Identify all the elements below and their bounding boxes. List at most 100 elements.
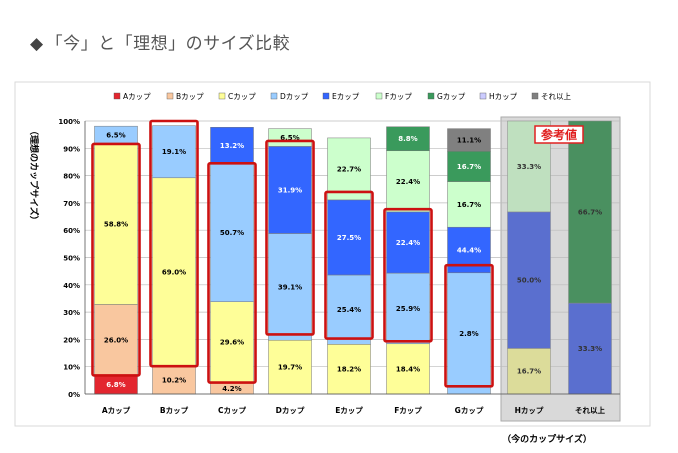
legend-swatch bbox=[375, 92, 383, 100]
y-tick-label: 90% bbox=[63, 145, 80, 153]
legend-swatch bbox=[427, 92, 435, 100]
legend-label: Dカップ bbox=[280, 92, 309, 101]
bar-segment bbox=[210, 127, 254, 164]
reference-bar-segment bbox=[568, 120, 612, 304]
legend-swatch bbox=[322, 92, 330, 100]
bar-segment bbox=[386, 126, 430, 152]
bar-segment bbox=[447, 151, 491, 182]
legend: Aカップ Bカップ Cカップ Dカップ Eカップ Fカップ Gカップ Hカップ それ以上 bbox=[113, 92, 571, 101]
axes: 0% 10% 20% 30% 40% 50% 60% 70% 80% 90% 100% Aカップ Bカッ… bbox=[58, 118, 620, 415]
x-tick-label: Gカップ bbox=[455, 405, 484, 415]
data-label: 69.0% bbox=[162, 268, 186, 276]
bar-segment bbox=[386, 211, 430, 274]
data-label: 39.1% bbox=[278, 283, 302, 291]
bar-segment bbox=[386, 150, 430, 213]
data-label: 26.0% bbox=[104, 336, 128, 344]
legend-swatch bbox=[113, 92, 121, 100]
legend-swatch bbox=[479, 92, 487, 100]
highlight-box bbox=[149, 119, 199, 368]
y-tick-label: 10% bbox=[63, 364, 80, 372]
y-tick-label: 80% bbox=[63, 173, 80, 181]
x-tick-label: Eカップ bbox=[335, 405, 363, 415]
reference-data-label: 33.3% bbox=[517, 163, 541, 171]
data-label: 58.8% bbox=[104, 221, 128, 229]
bar-segment bbox=[386, 343, 430, 395]
data-label: 19.7% bbox=[278, 364, 302, 372]
data-label: 19.1% bbox=[162, 148, 186, 156]
legend-label: Hカップ bbox=[489, 92, 518, 101]
y-tick-label: 50% bbox=[63, 255, 80, 263]
legend-label: Eカップ bbox=[332, 92, 360, 101]
y-tick-label: 60% bbox=[63, 227, 80, 235]
data-label: 16.7% bbox=[457, 201, 481, 209]
legend-label: Gカップ bbox=[437, 92, 466, 101]
reference-bar-segment bbox=[568, 302, 612, 395]
data-label: 10.2% bbox=[162, 377, 186, 385]
data-label: 6.5% bbox=[106, 132, 125, 140]
page-title: ◆ 「今」と「理想」のサイズ比較 bbox=[30, 29, 290, 54]
data-labels: 6.8% 26.0% 58.8% 6.5% 10.2% 69.0% 19.1% 4.2% 29.… bbox=[104, 132, 602, 393]
x-tick-label: Aカップ bbox=[102, 405, 131, 415]
y-tick-label: 20% bbox=[63, 336, 80, 344]
reference-data-label: 50.0% bbox=[517, 277, 541, 285]
x-tick-label: Bカップ bbox=[160, 405, 189, 415]
page-title-text: 「今」と「理想」のサイズ比較 bbox=[45, 34, 291, 54]
x-tick-label: Hカップ bbox=[515, 405, 544, 415]
data-label: 18.4% bbox=[396, 365, 420, 373]
reference-badge: 参考値 bbox=[534, 125, 584, 144]
data-label: 8.8% bbox=[398, 135, 417, 143]
legend-label: Bカップ bbox=[176, 92, 204, 101]
reference-bar-segment bbox=[507, 348, 551, 395]
highlight-box bbox=[383, 207, 433, 343]
y-tick-label: 40% bbox=[63, 282, 80, 290]
bar-segment bbox=[327, 199, 371, 276]
highlight-box bbox=[91, 142, 141, 377]
x-axis-label: （今のカップサイズ） bbox=[502, 433, 592, 445]
highlight-box bbox=[265, 139, 315, 336]
data-label: 25.9% bbox=[396, 305, 420, 313]
bar-segment bbox=[210, 163, 254, 302]
legend-swatch bbox=[218, 92, 226, 100]
highlight-boxes bbox=[91, 119, 494, 388]
bar-segment bbox=[327, 344, 371, 395]
bar-segment bbox=[447, 181, 491, 228]
x-tick-label: それ以上 bbox=[575, 405, 605, 415]
legend-swatch bbox=[531, 92, 539, 100]
bar-segment bbox=[268, 146, 312, 234]
y-tick-label: 0% bbox=[68, 391, 80, 399]
reference-data-label: 33.3% bbox=[578, 345, 602, 353]
legend-swatch bbox=[166, 92, 174, 100]
data-label: 27.5% bbox=[337, 234, 361, 242]
data-label: 22.4% bbox=[396, 239, 420, 247]
data-label: 22.7% bbox=[337, 165, 361, 173]
legend-label: Cカップ bbox=[228, 92, 256, 101]
data-label: 22.4% bbox=[396, 178, 420, 186]
data-label: 16.7% bbox=[457, 163, 481, 171]
legend-label: Fカップ bbox=[385, 92, 412, 101]
bar-segment bbox=[94, 304, 138, 376]
legend-swatch bbox=[270, 92, 278, 100]
data-label: 6.5% bbox=[280, 134, 299, 142]
bar-segment bbox=[268, 339, 312, 395]
data-label: 6.8% bbox=[106, 381, 125, 389]
highlight-box bbox=[444, 263, 494, 388]
bar-segment bbox=[152, 125, 196, 179]
data-label: 25.4% bbox=[337, 306, 361, 314]
bars bbox=[94, 120, 612, 395]
data-label: 13.2% bbox=[220, 142, 244, 150]
data-label: 44.4% bbox=[457, 246, 481, 254]
chart-frame bbox=[14, 81, 651, 427]
bar-segment bbox=[447, 128, 491, 152]
reference-label: 参考値 bbox=[541, 127, 577, 142]
y-tick-label: 70% bbox=[63, 200, 80, 208]
x-tick-label: Cカップ bbox=[218, 405, 247, 415]
y-tick-label: 30% bbox=[63, 309, 80, 317]
diamond-bullet-icon: ◆ bbox=[30, 34, 44, 54]
data-label: 4.2% bbox=[222, 385, 241, 393]
highlight-box bbox=[207, 162, 257, 384]
y-tick-label: 100% bbox=[58, 118, 80, 126]
bar-segment bbox=[210, 301, 254, 383]
bar-segment bbox=[327, 274, 371, 345]
bar-segment bbox=[327, 137, 371, 201]
